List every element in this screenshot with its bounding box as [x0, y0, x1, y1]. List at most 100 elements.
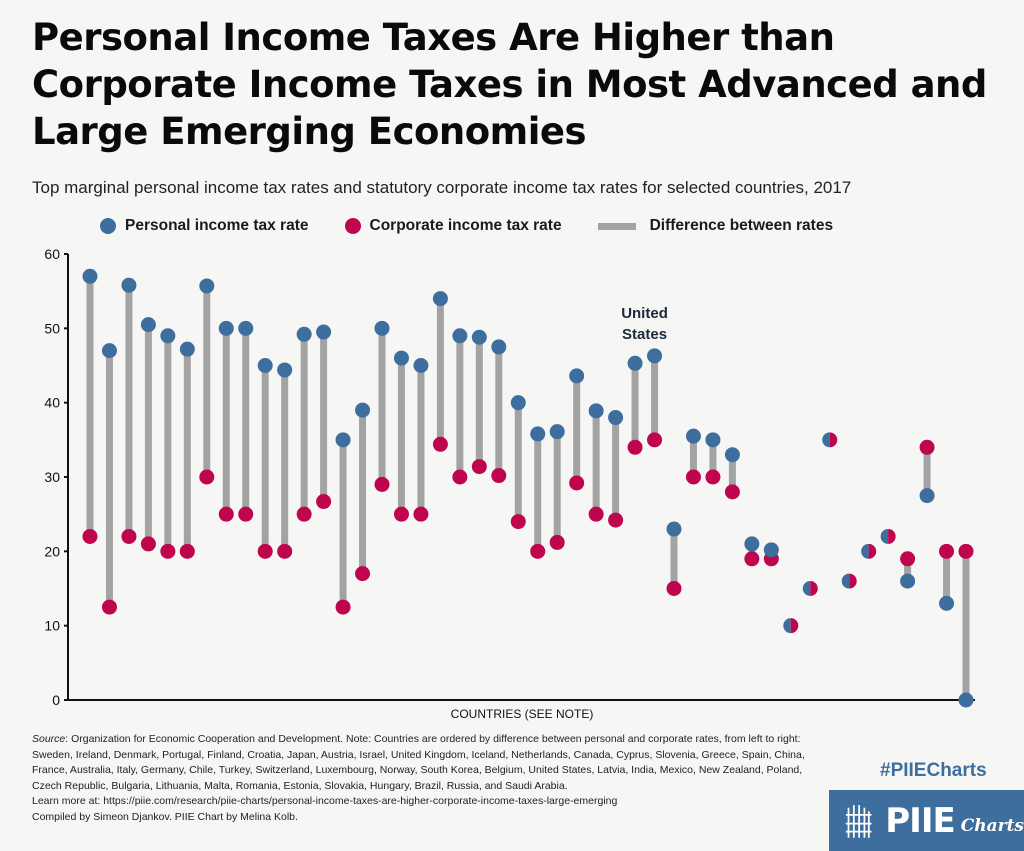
y-tick-label: 60: [44, 246, 60, 262]
personal-dot: [958, 692, 974, 708]
corporate-dot: [335, 599, 351, 615]
corporate-dot: [296, 506, 312, 522]
corporate-dot: [627, 439, 643, 455]
personal-dot: [121, 277, 137, 293]
personal-dot: [705, 432, 721, 448]
personal-dot: [627, 355, 643, 371]
personal-dot: [140, 317, 156, 333]
personal-dot: [374, 320, 390, 336]
personal-dot: [238, 320, 254, 336]
personal-dot: [822, 432, 830, 448]
corporate-dot: [705, 469, 721, 485]
y-tick-label: 0: [52, 692, 60, 708]
y-tick-label: 20: [44, 543, 60, 559]
corporate-dot: [82, 528, 98, 544]
building-icon: [845, 804, 872, 838]
logo-subtext: Charts: [960, 815, 1024, 836]
source-text: : Organization for Economic Cooperation …: [32, 733, 805, 792]
corporate-dot: [549, 534, 565, 550]
difference-bar-icon: [597, 222, 636, 230]
legend-personal-label: Personal income tax rate: [125, 217, 309, 234]
corporate-dot: [140, 536, 156, 552]
personal-dot: [160, 328, 176, 344]
piie-logo: PIIE Charts: [829, 790, 1024, 851]
personal-dot: [277, 362, 293, 378]
hashtag: #PIIECharts: [880, 760, 987, 781]
personal-dot: [880, 528, 889, 544]
personal-dot: [919, 488, 935, 504]
personal-dot: [647, 348, 663, 364]
corporate-dot: [238, 506, 254, 522]
personal-dot: [530, 426, 546, 442]
corporate-dot: [471, 459, 487, 475]
personal-dot: [569, 368, 585, 384]
legend-item-personal: Personal income tax rate: [100, 217, 309, 235]
corporate-dot: [374, 476, 390, 492]
corporate-dot: [939, 543, 955, 559]
personal-dot: [491, 339, 507, 355]
y-tick-label: 10: [44, 618, 60, 634]
personal-dot: [199, 278, 215, 294]
corporate-dot: [919, 439, 935, 455]
personal-dot: [452, 328, 468, 344]
corporate-dot: [179, 543, 195, 559]
corporate-dot: [432, 436, 448, 452]
personal-dot: [783, 618, 791, 634]
corporate-dot: [724, 484, 740, 500]
corporate-dot: [790, 618, 799, 634]
corporate-dot: [277, 543, 293, 559]
legend-item-difference: Difference between rates: [597, 217, 833, 235]
corporate-dot: [647, 432, 663, 448]
legend-item-corporate: Corporate income tax rate: [344, 217, 562, 235]
personal-dot: [471, 329, 487, 345]
personal-dot: [335, 432, 351, 448]
corporate-dot: [829, 432, 838, 448]
personal-dot: [413, 358, 429, 373]
y-tick-label: 30: [44, 469, 60, 485]
y-tick-label: 40: [44, 395, 60, 411]
corporate-dot: [685, 469, 701, 485]
personal-dot: [724, 447, 740, 463]
chart-plot: 0 10 20 30 40 50 60 COUNTRIES (SEE NOTE) United S…: [44, 246, 975, 721]
corporate-dot: [744, 551, 760, 567]
corporate-dot: [569, 475, 585, 491]
source-note: Source: Organization for Economic Cooper…: [32, 732, 832, 794]
corporate-dot: [588, 506, 604, 522]
personal-dot: [296, 326, 312, 342]
corporate-dot: [316, 494, 332, 510]
personal-dot: [101, 343, 117, 359]
y-tick-label: 50: [44, 320, 60, 336]
corporate-dot: [888, 528, 896, 544]
credit-text: Compiled by Simeon Djankov. PIIE Chart b…: [32, 810, 298, 823]
personal-dot: [179, 341, 195, 357]
legend: Personal income tax rate Corporate incom…: [100, 217, 869, 235]
corporate-dot: [666, 581, 682, 596]
corporate-dot: [958, 543, 974, 559]
annotation-label: United: [621, 305, 668, 322]
personal-dot: [549, 424, 565, 440]
corporate-dot: [393, 506, 409, 522]
corporate-dot: [608, 512, 624, 528]
personal-dot: [355, 402, 371, 418]
personal-dot: [82, 268, 98, 284]
logo-text: PIIE: [885, 800, 955, 841]
corporate-dot: [810, 581, 818, 596]
corporate-dot: [101, 599, 117, 615]
personal-dot: [510, 395, 526, 411]
source-label: Source: [32, 733, 66, 745]
personal-dot: [257, 358, 273, 373]
corporate-dot: [900, 551, 916, 567]
personal-dot: [432, 291, 448, 307]
corporate-dot: [452, 469, 468, 485]
learn-more-link[interactable]: Learn more at: https://piie.com/research…: [32, 795, 618, 808]
personal-dot: [218, 320, 234, 336]
corporate-dot: [355, 566, 371, 582]
personal-dot: [685, 428, 701, 444]
personal-dot: [939, 595, 955, 611]
footnote: Source: Organization for Economic Cooper…: [32, 732, 832, 826]
personal-dot: [316, 324, 332, 340]
personal-dot: [900, 573, 916, 589]
personal-dot: [744, 536, 760, 552]
corporate-dot: [530, 543, 546, 559]
chart-title: Personal Income Taxes Are Higher than Co…: [32, 16, 987, 153]
